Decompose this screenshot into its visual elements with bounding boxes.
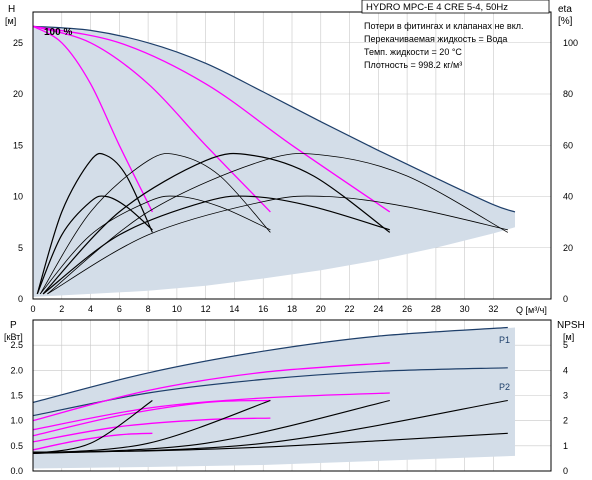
pump-head-curve-2 bbox=[32, 25, 271, 213]
x-tick-label: 28 bbox=[431, 304, 441, 314]
y-left-unit-m: [м] bbox=[5, 16, 16, 26]
bottom-curves bbox=[32, 326, 508, 454]
max-head-curve bbox=[32, 25, 516, 213]
x-tick-label: 22 bbox=[345, 304, 355, 314]
y-left-tick-label: 25 bbox=[13, 38, 23, 48]
efficiency-curve-3 bbox=[42, 195, 390, 295]
y-left-tick-label: 20 bbox=[13, 89, 23, 99]
pump-head-curve-1 bbox=[32, 25, 153, 213]
efficiency-curve-1 bbox=[36, 152, 153, 295]
efficiency-curve-1 bbox=[36, 195, 153, 295]
top-y-left-tick-labels: 0 5 10 15 20 25 bbox=[13, 38, 23, 304]
x-axis-label: Q [м³/ч] bbox=[516, 305, 547, 315]
chart-title: HYDRO MPC-E 4 CRE 5-4, 50Hz bbox=[366, 2, 508, 13]
note-1: Потери в фитингах и клапанах не вкл. bbox=[364, 21, 524, 31]
top-curves bbox=[32, 25, 516, 295]
x-tick-label: 8 bbox=[146, 304, 151, 314]
top-plot-frame bbox=[32, 11, 552, 300]
y-right-tick-label: 0 bbox=[563, 294, 568, 304]
y-right-tick-label: 60 bbox=[563, 140, 573, 150]
efficiency-curve-3 bbox=[42, 152, 391, 295]
efficiency-curve-4 bbox=[47, 153, 508, 295]
bottom-panel: 0.0 0.5 1.0 1.5 2.0 2.5 0 1 2 3 4 5 P [кВт] NPSH [… bbox=[4, 319, 585, 476]
y-left-label-p: P bbox=[10, 320, 17, 331]
bottom-y-left-tick-labels: 0.0 0.5 1.0 1.5 2.0 2.5 bbox=[10, 340, 23, 476]
y-left-unit-kw: [кВт] bbox=[4, 332, 23, 342]
npsh-tick-label: 0 bbox=[563, 466, 568, 476]
x-tick-label: 6 bbox=[117, 304, 122, 314]
x-tick-label: 4 bbox=[88, 304, 93, 314]
x-tick-label: 26 bbox=[402, 304, 412, 314]
bottom-plot-frame bbox=[32, 319, 552, 472]
p-tick-label: 2.5 bbox=[10, 340, 23, 350]
p1-pump-curve bbox=[32, 432, 153, 451]
series-label-p1: P1 bbox=[499, 335, 510, 345]
x-tick-label: 20 bbox=[316, 304, 326, 314]
efficiency-curve-2 bbox=[39, 195, 271, 295]
efficiency-curve-2 bbox=[39, 153, 271, 295]
note-2: Перекачиваемая жидкость = Вода bbox=[364, 34, 507, 44]
y-right-tick-label: 80 bbox=[563, 89, 573, 99]
npsh-tick-label: 4 bbox=[563, 365, 568, 375]
note-4: Плотность = 998.2 кг/м³ bbox=[364, 60, 462, 70]
npsh-tick-label: 1 bbox=[563, 441, 568, 451]
efficiency-curve-4 bbox=[47, 195, 508, 295]
npsh-tick-label: 5 bbox=[563, 340, 568, 350]
x-tick-label: 12 bbox=[201, 304, 211, 314]
p1-pump-curve bbox=[32, 362, 390, 422]
y-left-tick-label: 15 bbox=[13, 140, 23, 150]
p-tick-label: 1.0 bbox=[10, 416, 23, 426]
annotation-100-percent: 100 % bbox=[44, 27, 72, 38]
x-tick-label: 10 bbox=[172, 304, 182, 314]
y-left-label-h: H bbox=[8, 4, 15, 15]
pump-head-curve-3 bbox=[32, 25, 391, 213]
npsh-low-curve bbox=[32, 432, 508, 453]
x-tick-label: 14 bbox=[229, 304, 239, 314]
series-label-p2: P2 bbox=[499, 382, 510, 392]
top-y-right-tick-labels: 0 20 40 60 80 100 bbox=[563, 38, 578, 304]
y-right-tick-label: 20 bbox=[563, 243, 573, 253]
y-right-tick-label: 100 bbox=[563, 38, 578, 48]
x-tick-label: 24 bbox=[373, 304, 383, 314]
top-panel: 0 2 4 6 8 10 12 14 16 18 20 22 24 26 28 30 32 0510152025… bbox=[5, 0, 578, 315]
bottom-y-right-tick-labels: 0 1 2 3 4 5 bbox=[563, 340, 568, 476]
x-tick-label: 2 bbox=[59, 304, 64, 314]
y-left-tick-label: 10 bbox=[13, 192, 23, 202]
top-envelope bbox=[33, 26, 515, 297]
y-right-tick-label: 40 bbox=[563, 192, 573, 202]
note-3: Темп. жидкости = 20 °C bbox=[364, 47, 462, 57]
y-right-unit-m: [м] bbox=[563, 332, 574, 342]
p-tick-label: 0.5 bbox=[10, 441, 23, 451]
p-tick-label: 1.5 bbox=[10, 391, 23, 401]
npsh-tick-label: 2 bbox=[563, 416, 568, 426]
p-tick-label: 2.0 bbox=[10, 365, 23, 375]
top-x-tick-labels: 0 2 4 6 8 10 12 14 16 18 20 22 24 26 28 30 32 bbox=[30, 304, 498, 314]
title-box bbox=[361, 0, 550, 14]
p-tick-label: 0.0 bbox=[10, 466, 23, 476]
x-tick-label: 30 bbox=[460, 304, 470, 314]
operating-range-area bbox=[33, 26, 515, 297]
p2-pump-curve bbox=[32, 417, 271, 443]
y-right-label-npsh: NPSH bbox=[557, 320, 585, 331]
x-tick-label: 18 bbox=[287, 304, 297, 314]
x-tick-label: 0 bbox=[30, 304, 35, 314]
x-tick-label: 32 bbox=[488, 304, 498, 314]
npsh-tick-label: 3 bbox=[563, 391, 568, 401]
y-left-tick-label: 5 bbox=[18, 243, 23, 253]
y-right-unit-percent: [%] bbox=[558, 16, 573, 27]
y-right-label-eta: eta bbox=[558, 4, 572, 15]
p1-pump-curve bbox=[32, 399, 271, 437]
x-tick-label: 16 bbox=[258, 304, 268, 314]
y-left-tick-label: 0 bbox=[18, 294, 23, 304]
p1-max-curve bbox=[32, 326, 508, 404]
